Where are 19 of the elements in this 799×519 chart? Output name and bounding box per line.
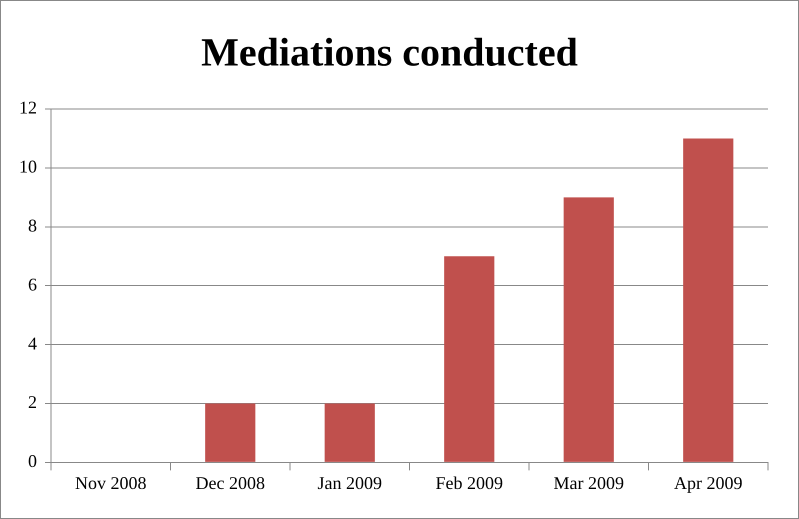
x-tick-label: Nov 2008	[75, 472, 146, 493]
x-tick-label: Feb 2009	[436, 472, 503, 493]
y-tick-label: 6	[28, 274, 37, 294]
x-tick-label: Dec 2008	[196, 472, 265, 493]
bar	[564, 197, 614, 462]
y-tick-label: 2	[28, 392, 37, 412]
bar	[683, 138, 734, 462]
x-tick-label: Apr 2009	[674, 472, 742, 493]
x-tick-label: Mar 2009	[554, 472, 624, 493]
y-tick-label: 8	[28, 216, 37, 236]
chart-title: Mediations conducted	[201, 29, 578, 74]
y-tick-label: 10	[19, 156, 37, 177]
x-tick-label: Jan 2009	[318, 472, 382, 493]
y-tick-label: 0	[28, 451, 37, 472]
y-tick-label: 4	[28, 333, 37, 354]
y-tick-label: 12	[19, 98, 37, 118]
bar	[205, 404, 256, 462]
bar	[324, 404, 375, 462]
bar	[444, 256, 494, 462]
